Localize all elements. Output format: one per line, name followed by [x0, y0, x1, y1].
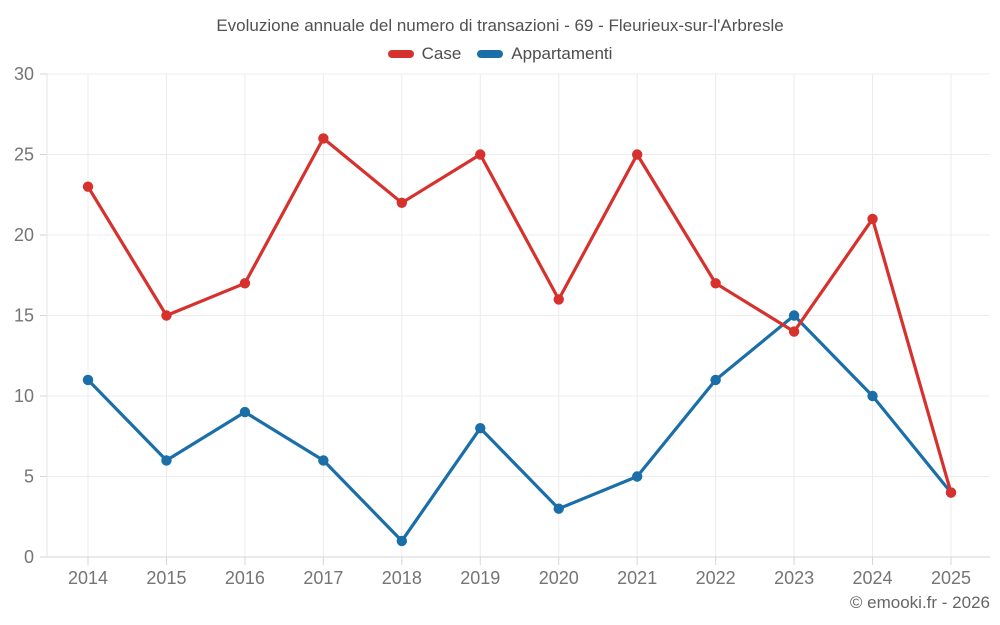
appartamenti-series-line [86, 313, 953, 543]
copyright-credit: © emooki.fr - 2026 [849, 593, 990, 612]
case-point-2019[interactable] [475, 149, 486, 160]
legend-item-case[interactable]: Case [387, 44, 462, 64]
appartamenti-point-2021[interactable] [631, 471, 643, 482]
legend-label-case: Case [421, 44, 462, 63]
y-axis-tick-label: 30 [14, 64, 34, 84]
appartamenti-point-2018[interactable] [396, 535, 408, 547]
chart-title: Evoluzione annuale del numero di transaz… [216, 16, 784, 35]
legend-swatch-case [387, 50, 414, 58]
x-axis-tick-label: 2023 [774, 568, 814, 588]
x-axis-tick-label: 2019 [460, 568, 500, 588]
y-axis-tick-label: 20 [14, 225, 34, 245]
legend-label-appartamenti: Appartamenti [511, 44, 613, 63]
legend-item-appartamenti[interactable]: Appartamenti [477, 44, 612, 64]
x-axis-tick-label: 2017 [303, 568, 343, 588]
y-axis-tick-label: 15 [14, 306, 34, 326]
x-axis-tick-label: 2016 [225, 568, 265, 588]
x-axis-tick-label: 2025 [931, 568, 971, 588]
y-axis-tick-label: 0 [24, 547, 34, 567]
y-axis-tick-label: 5 [24, 467, 34, 487]
x-axis-tick-label: 2014 [68, 568, 108, 588]
case-point-2024[interactable] [867, 213, 878, 225]
case-point-2015[interactable] [161, 310, 172, 321]
case-point-2025[interactable] [945, 487, 957, 498]
x-axis-tick-label: 2018 [382, 568, 422, 588]
case-point-2021[interactable] [631, 149, 643, 160]
case-point-2023[interactable] [788, 326, 800, 337]
appartamenti-point-2023[interactable] [788, 310, 800, 321]
x-axis-tick-label: 2022 [696, 568, 736, 588]
appartamenti-point-2015[interactable] [161, 455, 172, 466]
case-point-2018[interactable] [396, 197, 408, 208]
chart-legend: Case Appartamenti [0, 44, 1000, 64]
case-point-2016[interactable] [239, 278, 251, 289]
appartamenti-point-2016[interactable] [239, 406, 251, 418]
case-point-2020[interactable] [553, 294, 564, 305]
case-point-2014[interactable] [82, 181, 94, 192]
x-axis-tick-label: 2020 [539, 568, 579, 588]
appartamenti-point-2022[interactable] [710, 374, 721, 386]
x-axis-tick-label: 2024 [853, 568, 893, 588]
y-axis-tick-label: 25 [14, 145, 34, 165]
appartamenti-point-2019[interactable] [475, 423, 486, 434]
appartamenti-point-2024[interactable] [867, 390, 878, 402]
appartamenti-point-2014[interactable] [82, 374, 94, 386]
legend-swatch-appartamenti [477, 50, 504, 58]
case-point-2022[interactable] [710, 278, 721, 289]
appartamenti-point-2017[interactable] [318, 455, 329, 466]
x-axis-tick-label: 2021 [617, 568, 657, 588]
case-series-line [86, 136, 953, 495]
case-point-2017[interactable] [318, 133, 329, 144]
x-axis-tick-label: 2015 [146, 568, 186, 588]
y-axis-tick-label: 10 [14, 386, 34, 406]
appartamenti-point-2020[interactable] [553, 503, 564, 514]
